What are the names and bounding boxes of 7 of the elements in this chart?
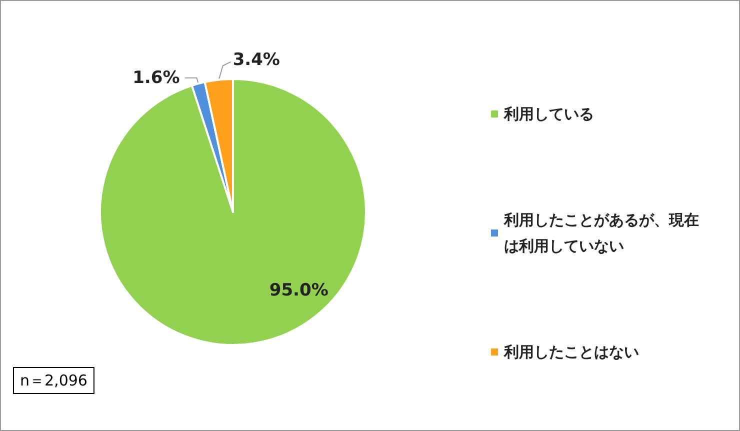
legend-label: 利用している xyxy=(503,105,594,123)
legend-label: 利用したことがあるが、現在は利用していない xyxy=(503,211,699,255)
data-label: 3.4% xyxy=(232,50,280,70)
data-label: 95.0% xyxy=(269,280,328,301)
text: n＝2,096 xyxy=(20,372,88,390)
legend-label: 利用したことはない xyxy=(503,343,639,361)
data-label: 1.6% xyxy=(132,68,180,88)
